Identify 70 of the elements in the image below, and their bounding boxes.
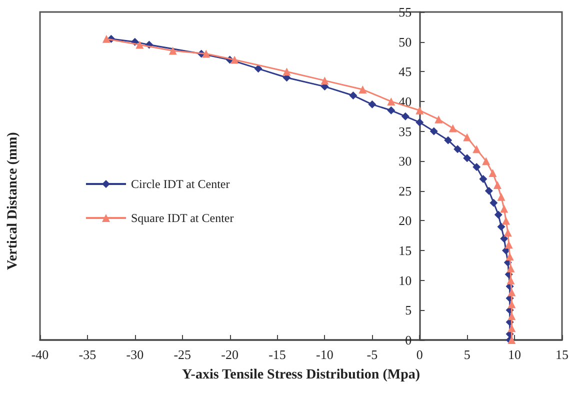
point: [508, 288, 516, 296]
point: [387, 97, 396, 106]
point: [479, 174, 488, 183]
point: [136, 40, 144, 49]
point: [502, 216, 510, 225]
point: [463, 154, 472, 162]
point: [463, 133, 472, 142]
y-tick-label: 15: [398, 243, 412, 258]
x-tick-label: -40: [31, 347, 49, 362]
point: [444, 136, 452, 144]
point: [490, 198, 498, 207]
x-tick-label: 15: [556, 347, 568, 362]
x-tick-label: -30: [126, 347, 144, 362]
x-tick-label: 5: [464, 347, 470, 362]
y-tick-label: 20: [398, 213, 412, 228]
point: [508, 324, 516, 332]
legend-label: Square IDT at Center: [131, 211, 234, 225]
point: [416, 118, 424, 126]
point: [494, 210, 502, 219]
x-tick-label: -25: [174, 347, 192, 362]
point: [401, 112, 410, 120]
x-axis-title: Y-axis Tensile Stress Distribution (Mpa): [182, 368, 420, 382]
point: [508, 300, 516, 308]
point: [497, 222, 506, 231]
y-tick-label: 50: [398, 34, 412, 50]
point: [102, 34, 110, 43]
point: [230, 56, 239, 64]
point: [320, 76, 329, 85]
x-tick-label: -20: [221, 347, 238, 362]
point: [493, 180, 502, 189]
point: [168, 46, 177, 55]
point: [504, 240, 513, 249]
point: [500, 204, 508, 213]
point: [430, 127, 438, 136]
point: [358, 86, 367, 94]
y-tick-label: 35: [398, 124, 412, 139]
point: [504, 228, 512, 237]
y-tick-label: 45: [398, 64, 412, 80]
y-tick-label: 10: [398, 272, 412, 288]
point: [282, 68, 291, 76]
point: [434, 115, 443, 124]
point: [500, 234, 508, 243]
y-tick-label: 5: [405, 302, 412, 318]
point: [508, 312, 516, 320]
point: [387, 106, 396, 114]
point: [368, 100, 376, 108]
point: [254, 64, 262, 73]
y-axis-title: Vertical Distance (mm): [6, 132, 20, 270]
point: [349, 91, 358, 100]
point: [506, 264, 515, 272]
point: [506, 252, 514, 261]
point: [488, 169, 497, 178]
x-tick-label: 10: [508, 347, 522, 362]
y-tick-label: 30: [398, 154, 412, 169]
legend-label: Circle IDT at Center: [131, 177, 230, 191]
point: [472, 145, 481, 154]
x-tick-label: -15: [268, 347, 286, 362]
point: [416, 106, 424, 114]
point: [497, 192, 506, 201]
point: [484, 186, 493, 195]
x-tick-label: -35: [78, 347, 96, 362]
x-tick-label: -10: [316, 347, 334, 362]
point: [202, 50, 210, 58]
point: [448, 124, 457, 132]
point: [472, 163, 481, 172]
x-tick-label: 0: [416, 347, 423, 362]
y-tick-label: 25: [398, 183, 412, 198]
point: [454, 145, 462, 154]
x-tick-label: -5: [366, 347, 378, 362]
point: [482, 157, 490, 166]
